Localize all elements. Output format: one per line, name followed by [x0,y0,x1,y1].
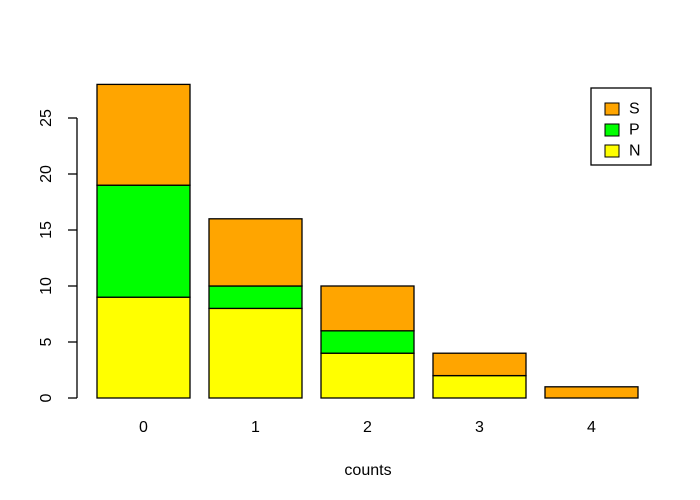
bar-segment-s-cat2 [320,285,415,332]
legend-box [590,87,652,166]
legend-swatch-s [604,102,620,116]
legend-label-s: S [629,101,640,118]
x-axis-tick-labels: 0 1 2 3 4 [139,419,596,436]
bar-segment-p-cat0 [96,184,191,298]
bar-segment-n-cat1 [208,307,303,399]
x-axis-tick-label: 0 [139,419,148,436]
y-axis-tick-label: 10 [38,277,55,295]
legend: SPN [590,87,652,166]
y-axis: 0 5 10 15 20 25 [38,109,78,402]
x-axis-tick-label: 4 [587,419,596,436]
legend-label-p: P [629,122,640,139]
legend-swatch-n [604,144,620,158]
bar-segment-s-cat4 [544,386,639,399]
y-axis-tick-label: 25 [38,109,55,127]
bar-segment-p-cat1 [208,285,303,310]
legend-label-n: N [629,143,641,160]
y-axis-tick-label: 5 [38,337,55,346]
bar-segment-n-cat2 [320,352,415,399]
x-axis-title: counts [344,462,391,479]
bar-segment-s-cat3 [432,352,527,377]
bar-segment-s-cat0 [96,83,191,186]
bar-segment-n-cat3 [432,374,527,399]
x-axis-tick-label: 1 [251,419,260,436]
legend-swatch-p [604,123,620,137]
y-axis-tick-label: 0 [38,393,55,402]
bars-group [96,83,639,399]
y-axis-tick-label: 20 [38,165,55,183]
x-axis-tick-label: 2 [363,419,372,436]
bar-segment-n-cat0 [96,296,191,399]
bar-segment-p-cat2 [320,330,415,354]
x-axis-tick-label: 3 [475,419,484,436]
y-axis-tick-label: 15 [38,221,55,239]
bar-segment-s-cat1 [208,218,303,287]
